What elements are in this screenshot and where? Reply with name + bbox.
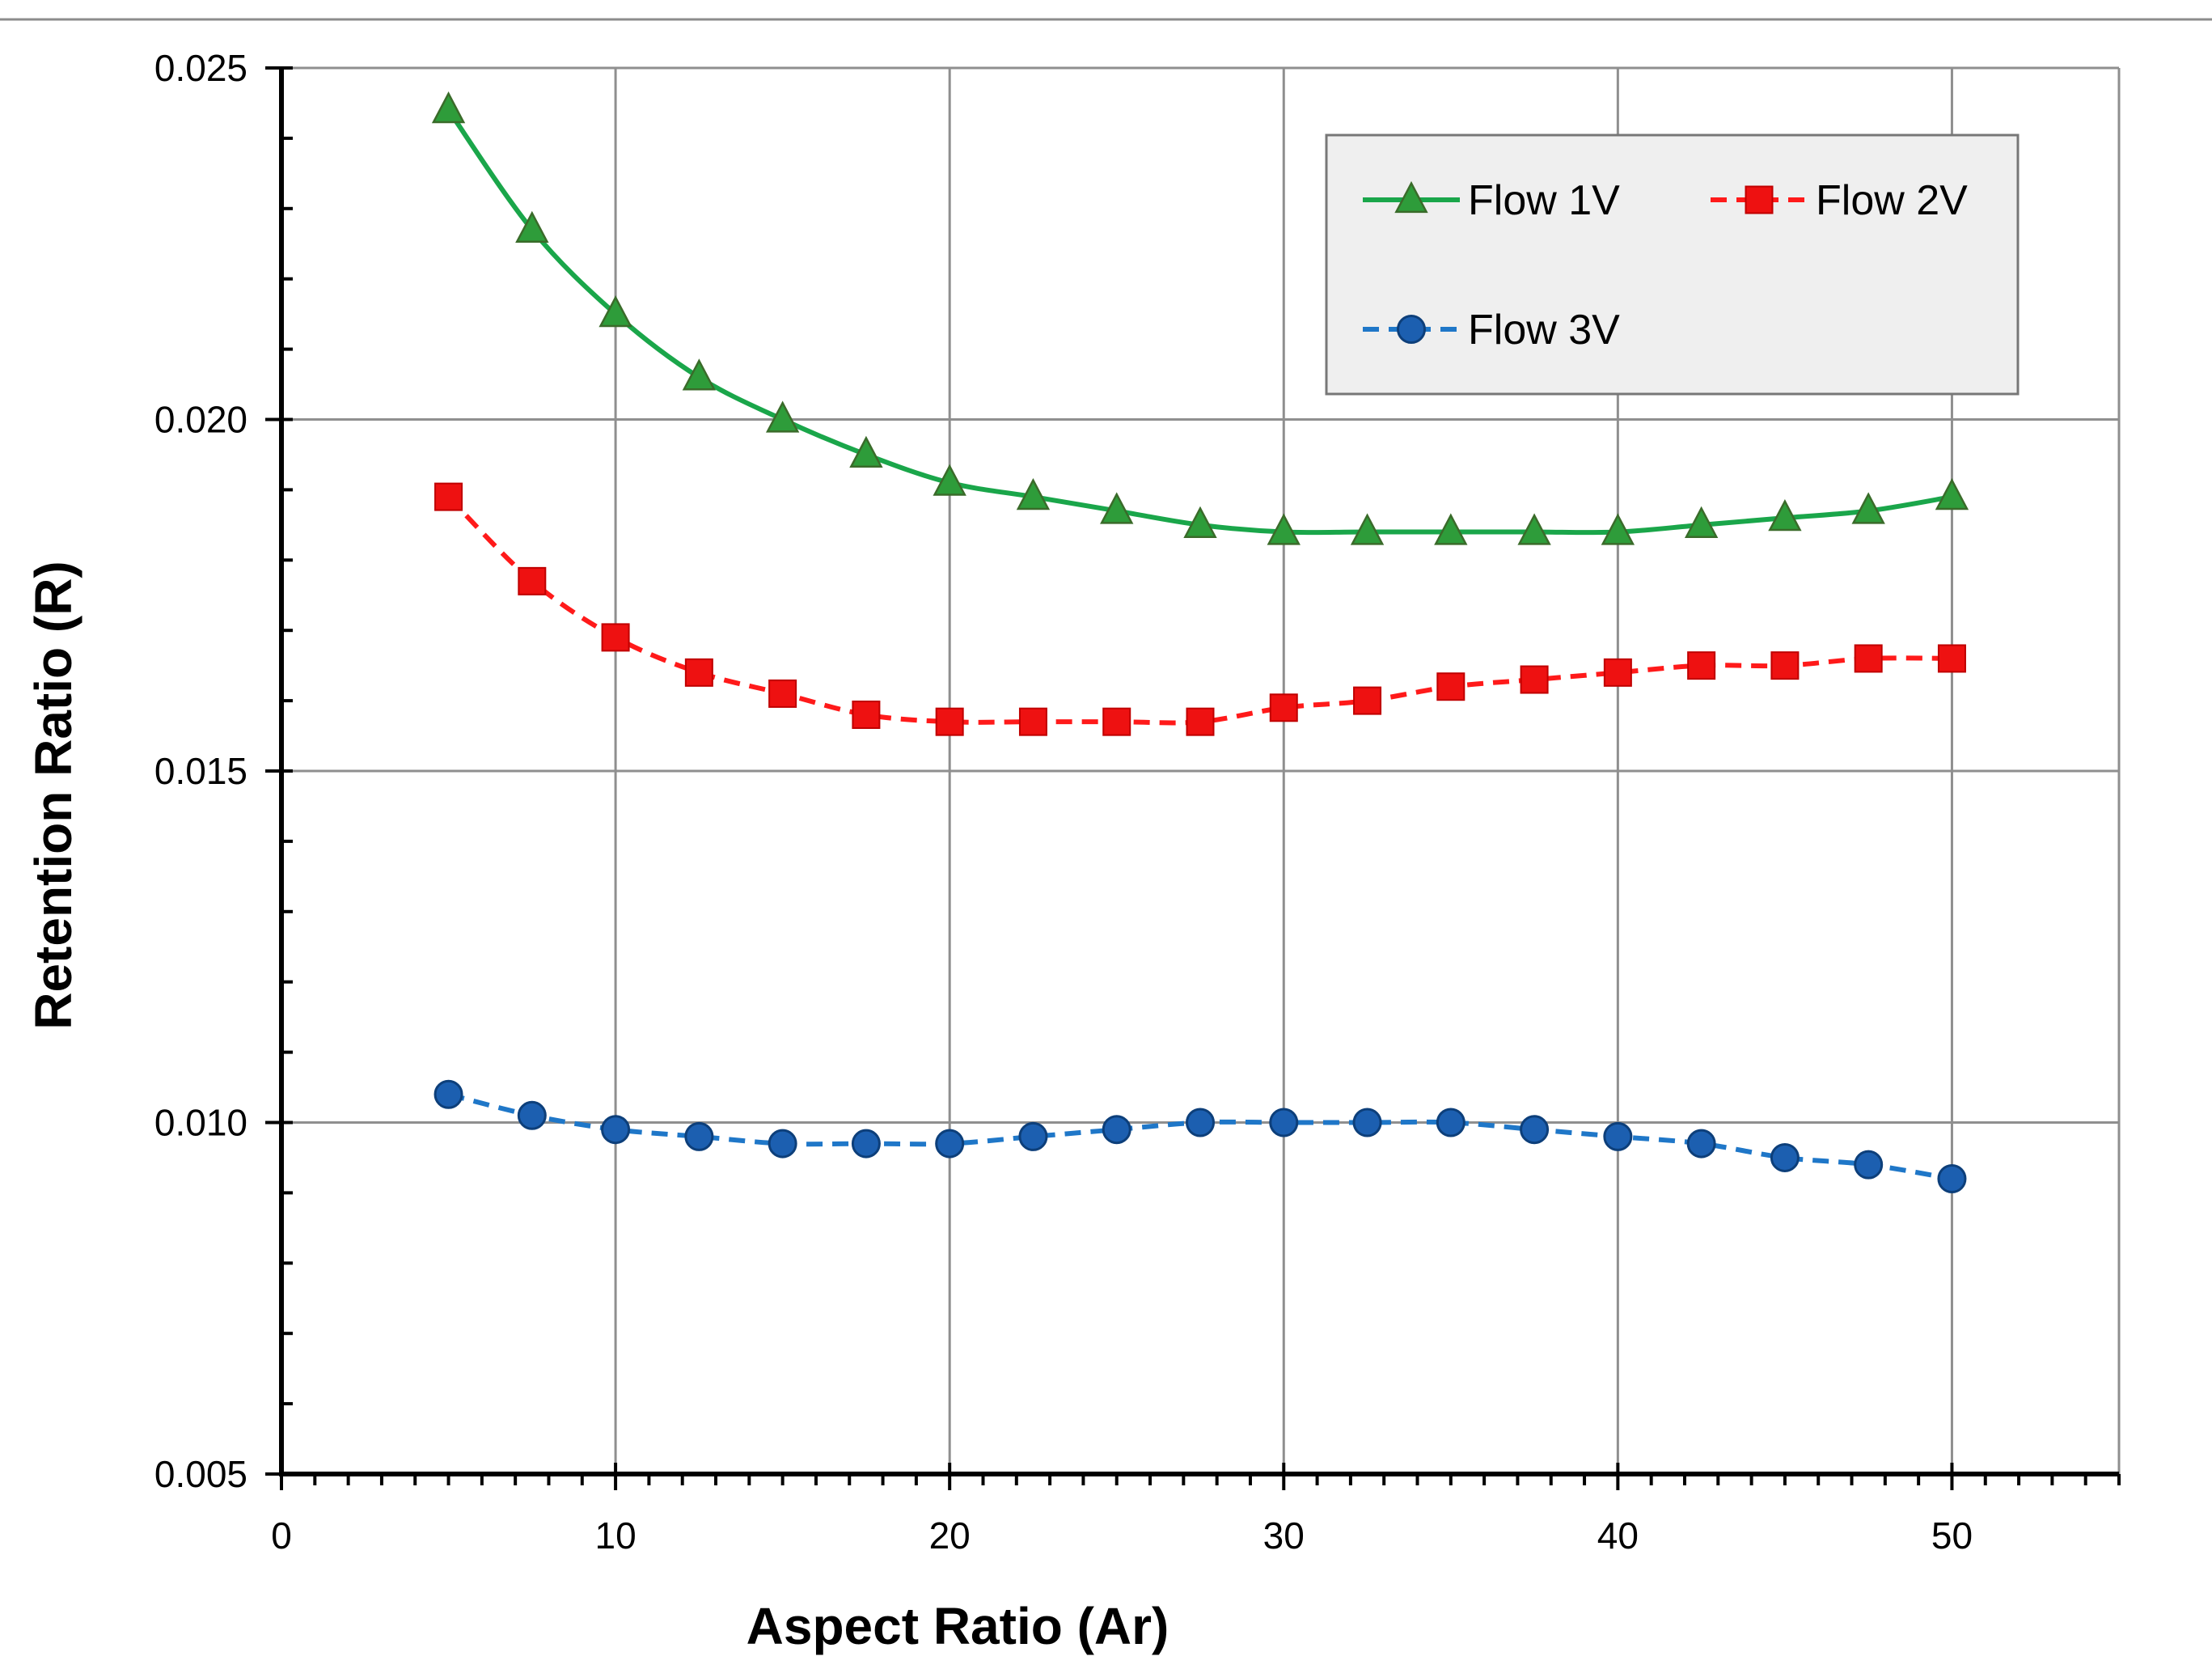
data-point-series-2	[1102, 707, 1131, 736]
data-point-series-2	[1770, 651, 1800, 680]
data-point-series-3	[1686, 1129, 1716, 1159]
data-point-series-1	[849, 435, 883, 468]
data-point-series-2	[768, 679, 797, 708]
data-point-series-3	[1603, 1121, 1633, 1151]
y-tick-label: 0.010	[154, 1102, 247, 1144]
data-point-series-2	[601, 623, 630, 652]
legend: Flow 1V Flow 2V Flow 3V	[1325, 133, 2020, 396]
series-markers	[431, 91, 1969, 1194]
data-point-series-1	[1434, 513, 1468, 545]
data-point-series-3	[1018, 1121, 1048, 1151]
data-point-series-2	[518, 566, 547, 595]
y-tick-label: 0.005	[154, 1453, 247, 1495]
legend-label-2: Flow 2V	[1816, 177, 1968, 224]
data-point-series-3	[1102, 1115, 1131, 1145]
data-point-series-1	[1517, 513, 1551, 545]
y-tick-label: 0.020	[154, 399, 247, 441]
data-point-series-1	[1267, 513, 1301, 545]
x-axis-title: Aspect Ratio (Ar)	[746, 1597, 1169, 1655]
y-tick-label: 0.025	[154, 47, 247, 89]
data-point-series-1	[598, 295, 632, 328]
x-tick-label: 50	[1931, 1514, 1973, 1557]
axis-ticks: 0 10 20 30 40 50 0.005 0.010 0.015 0.020 0.025	[154, 47, 2121, 1557]
legend-swatch-marker-3	[1397, 315, 1426, 344]
data-point-series-1	[1601, 513, 1635, 545]
data-point-series-3	[935, 1129, 965, 1159]
data-point-series-1	[1684, 506, 1719, 538]
data-point-series-1	[1016, 477, 1051, 510]
data-point-series-1	[1350, 513, 1385, 545]
data-point-series-3	[1520, 1115, 1550, 1145]
data-point-series-2	[1603, 658, 1632, 687]
data-point-series-2	[852, 700, 881, 729]
data-point-series-1	[515, 210, 549, 243]
data-point-series-2	[1436, 672, 1466, 701]
legend-label-1: Flow 1V	[1468, 177, 1620, 224]
data-point-series-2	[1353, 686, 1382, 715]
data-point-series-1	[765, 400, 800, 433]
data-point-series-1	[1935, 477, 1969, 510]
data-point-series-3	[1937, 1164, 1967, 1194]
legend-swatch-marker-2	[1745, 185, 1774, 214]
x-tick-label: 10	[595, 1514, 637, 1557]
data-point-series-1	[1851, 492, 1885, 524]
data-point-series-3	[684, 1121, 714, 1151]
data-point-series-2	[935, 707, 964, 736]
data-point-series-3	[1352, 1108, 1382, 1137]
legend-box	[1325, 133, 2020, 396]
data-point-series-3	[517, 1100, 547, 1130]
data-point-series-3	[1770, 1142, 1800, 1172]
data-point-series-1	[1100, 492, 1134, 524]
data-point-series-1	[933, 464, 966, 496]
y-tick-label: 0.015	[154, 750, 247, 792]
data-point-series-1	[1183, 506, 1217, 538]
data-point-series-2	[1018, 707, 1047, 736]
x-tick-label: 40	[1597, 1514, 1639, 1557]
data-point-series-1	[682, 358, 717, 391]
x-tick-label: 0	[271, 1514, 292, 1557]
data-point-series-3	[434, 1079, 463, 1109]
data-point-series-2	[1269, 693, 1298, 722]
data-point-series-2	[1937, 644, 1966, 673]
legend-label-3: Flow 3V	[1468, 307, 1620, 354]
data-point-series-2	[684, 658, 713, 687]
legend-swatch-marker-1	[1394, 180, 1428, 214]
x-tick-label: 30	[1263, 1514, 1305, 1557]
data-point-series-1	[431, 91, 466, 124]
data-point-series-1	[1768, 499, 1802, 532]
data-point-series-3	[601, 1115, 631, 1145]
y-axis-title: Retention Ratio (R)	[24, 561, 82, 1030]
data-point-series-3	[768, 1129, 797, 1159]
data-point-series-3	[1436, 1108, 1466, 1137]
data-point-series-3	[851, 1129, 881, 1159]
data-point-series-3	[1854, 1150, 1884, 1180]
x-tick-label: 20	[929, 1514, 971, 1557]
data-point-series-3	[1186, 1108, 1215, 1137]
data-point-series-2	[1854, 644, 1883, 673]
data-point-series-2	[1186, 707, 1215, 736]
data-point-series-2	[1520, 665, 1549, 694]
data-point-series-3	[1269, 1108, 1299, 1137]
data-point-series-2	[434, 482, 463, 511]
data-point-series-2	[1687, 651, 1716, 680]
